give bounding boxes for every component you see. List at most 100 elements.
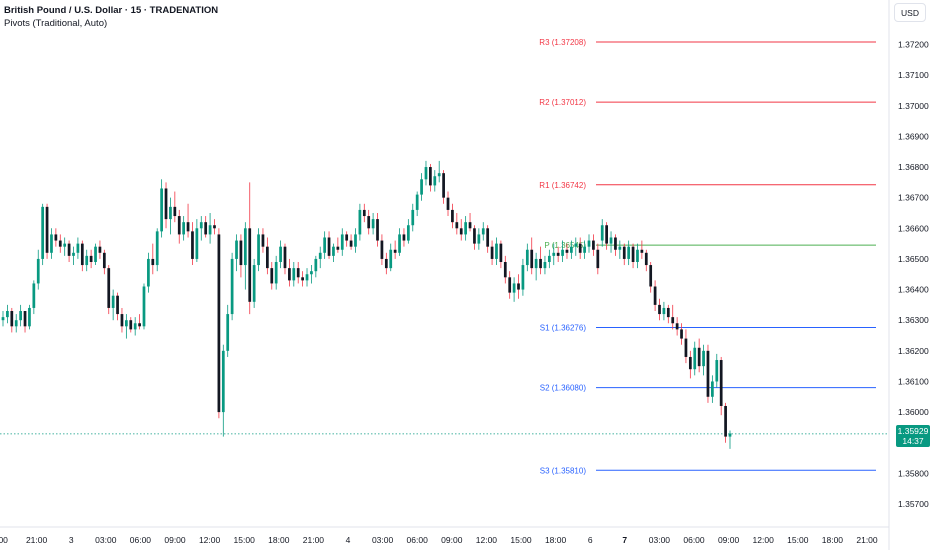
candle-body	[195, 228, 199, 259]
candle-body	[125, 320, 128, 327]
candle-body	[578, 243, 582, 253]
candle-body	[116, 295, 119, 315]
candle-body	[446, 197, 450, 210]
candle-body	[314, 258, 318, 272]
x-tick-label: 12:00	[753, 535, 775, 545]
candle-body	[671, 317, 675, 324]
candle-body	[160, 188, 163, 232]
x-tick-label: 6	[588, 535, 593, 545]
candle-body	[653, 286, 657, 305]
candle-body	[539, 258, 542, 269]
y-tick-label: 1.36300	[898, 315, 929, 325]
y-tick-label: 1.36400	[898, 285, 929, 295]
candle-body	[675, 323, 679, 330]
candle-body	[429, 167, 432, 186]
candle-body	[627, 246, 631, 259]
candle-body	[398, 234, 401, 253]
candle-body	[415, 194, 419, 210]
candle-body	[420, 179, 423, 195]
pivot-label: R3 (1.37208)	[539, 38, 586, 47]
candle-body	[605, 225, 608, 244]
candle-body	[182, 222, 186, 235]
currency-selector[interactable]: USD	[894, 3, 926, 22]
candle-body	[495, 243, 498, 259]
indicator-label[interactable]: Pivots (Traditional, Auto)	[4, 18, 108, 29]
x-tick-label: 03:00	[649, 535, 671, 545]
pivot-label: S3 (1.35810)	[540, 466, 587, 475]
candle-body	[442, 173, 445, 198]
current-price-value: 1.35929	[897, 426, 929, 436]
candle-body	[94, 246, 97, 262]
y-tick-label: 1.36100	[898, 376, 929, 386]
candle-body	[45, 206, 49, 253]
candle-body	[230, 258, 234, 315]
candle-body	[283, 246, 287, 269]
x-tick-label: 18:00	[822, 535, 844, 545]
candle-body	[336, 246, 340, 250]
candle-body	[41, 206, 45, 259]
x-tick-label: 21:00	[856, 535, 878, 545]
candle-body	[380, 240, 384, 259]
y-tick-label: 1.36600	[898, 223, 929, 233]
candle-body	[424, 167, 428, 180]
candle-body	[213, 225, 216, 229]
candle-body	[63, 243, 67, 247]
candle-body	[393, 249, 397, 253]
candle-body	[305, 274, 309, 281]
chart-title: British Pound / U.S. Dollar · 15 · TRADE…	[4, 5, 219, 16]
candle-body	[486, 228, 490, 247]
candle-body	[288, 268, 291, 281]
current-price-badge: 1.35929 14:37	[896, 425, 930, 447]
candle-body	[58, 240, 62, 247]
x-tick-label: 06:00	[407, 535, 429, 545]
candle-body	[508, 277, 512, 293]
candle-body	[270, 268, 274, 284]
candle-body	[332, 246, 335, 256]
candle-body	[89, 255, 93, 262]
y-tick-label: 1.36500	[898, 254, 929, 264]
candle-body	[631, 246, 635, 262]
candle-body	[649, 265, 653, 287]
x-tick-label: 12:00	[476, 535, 498, 545]
candle-body	[362, 209, 366, 217]
candle-body	[177, 216, 181, 235]
candle-body	[684, 338, 688, 357]
candle-body	[693, 347, 697, 370]
candle-body	[376, 219, 379, 241]
candle-body	[596, 249, 600, 269]
candle-body	[191, 231, 194, 259]
candle-body	[14, 320, 18, 327]
candle-body	[477, 234, 481, 244]
candle-body	[530, 249, 534, 269]
candle-body	[296, 268, 300, 278]
candle-body	[719, 360, 723, 406]
candle-body	[402, 234, 406, 241]
candle-body	[98, 246, 102, 253]
candle-body	[102, 252, 106, 269]
candle-body	[67, 243, 71, 256]
x-tick-label: 3	[69, 535, 74, 545]
candle-body	[371, 219, 375, 229]
candle-body	[235, 240, 238, 259]
candle-body	[587, 240, 591, 247]
candle-body	[10, 311, 14, 327]
candle-body	[265, 246, 269, 269]
candle-body	[561, 249, 564, 256]
candle-body	[481, 228, 485, 235]
candle-body	[173, 206, 177, 217]
candle-body	[547, 255, 551, 262]
candle-body	[592, 240, 595, 250]
candle-body	[186, 222, 190, 232]
x-tick-label: 03:00	[372, 535, 394, 545]
candle-body	[19, 311, 22, 321]
candle-body	[367, 216, 371, 229]
candle-body	[107, 268, 111, 308]
x-tick-label: 15:00	[234, 535, 256, 545]
candle-body	[468, 222, 472, 229]
candle-body	[406, 225, 410, 241]
candle-body	[411, 209, 415, 226]
candle-body	[147, 258, 150, 287]
x-tick-label: 15:00	[510, 535, 532, 545]
candle-body	[525, 249, 529, 266]
